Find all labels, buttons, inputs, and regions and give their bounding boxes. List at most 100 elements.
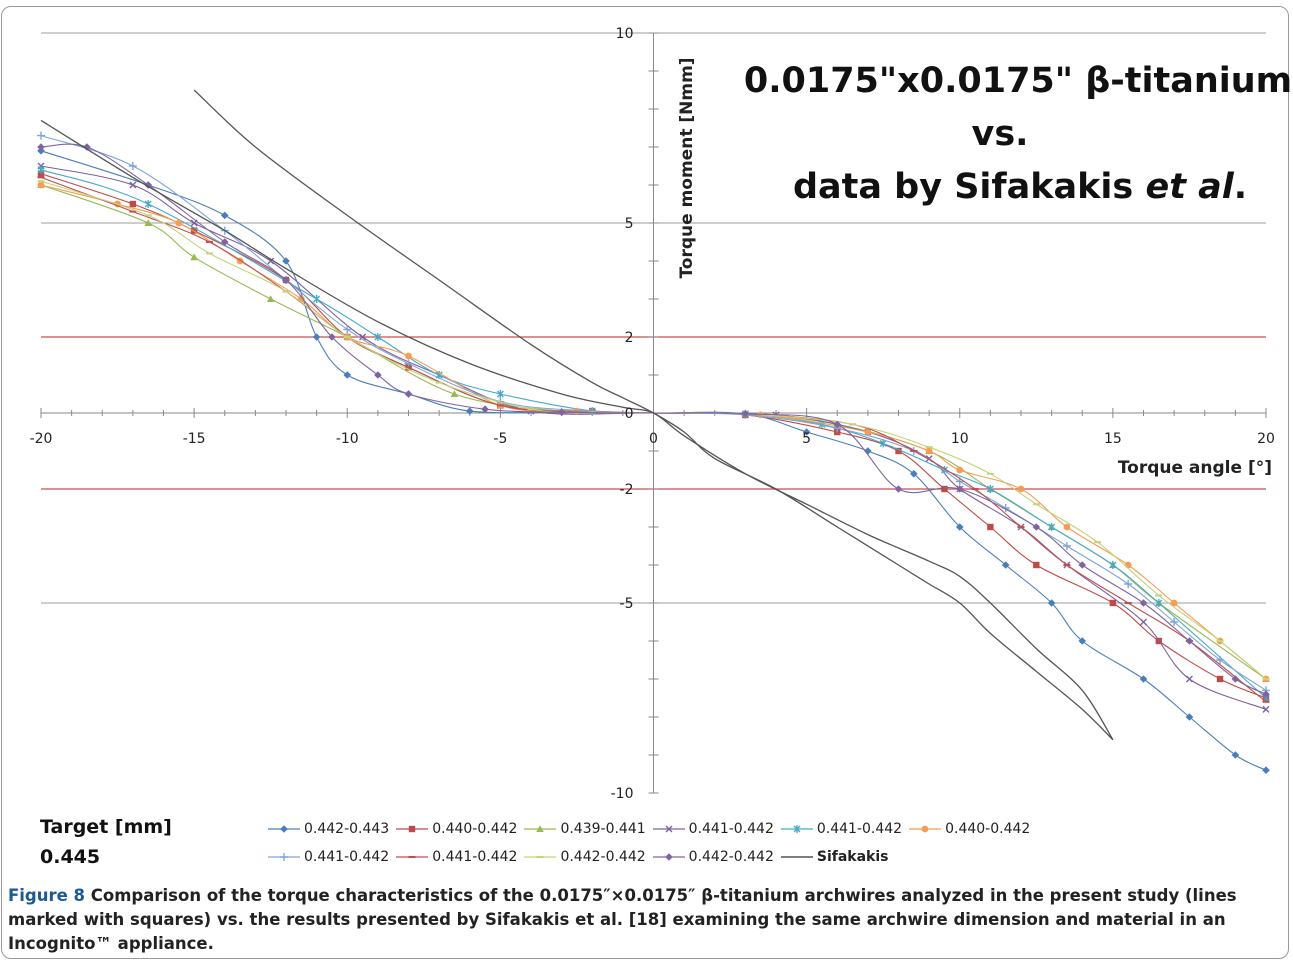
data-point bbox=[664, 853, 673, 861]
y-tick-label: 0 bbox=[625, 406, 634, 422]
legend-label: 0.442-0.443 bbox=[304, 821, 390, 837]
x-tick-label: 15 bbox=[1104, 431, 1122, 447]
data-point bbox=[894, 485, 903, 493]
data-point bbox=[374, 333, 382, 341]
inset-title-line3-pre: data by Sifakakis bbox=[793, 167, 1146, 207]
data-point bbox=[557, 408, 566, 417]
data-point bbox=[1139, 675, 1148, 683]
inset-title-line3: data by Sifakakis et al. bbox=[793, 167, 1247, 207]
data-point bbox=[280, 853, 288, 861]
data-point bbox=[864, 447, 872, 455]
data-point bbox=[282, 257, 290, 265]
data-point bbox=[267, 257, 275, 265]
x-tick-label: -10 bbox=[336, 431, 359, 447]
legend-item: Sifakakis bbox=[780, 846, 889, 868]
legend-item: 0.440-0.442 bbox=[395, 818, 517, 840]
legend-item: 0.439-0.441 bbox=[523, 818, 646, 840]
data-point bbox=[986, 485, 994, 493]
x-tick-label: 0 bbox=[649, 431, 658, 447]
legend-item: 0.441-0.442 bbox=[267, 846, 389, 868]
data-point bbox=[910, 470, 918, 478]
legend-label: 0.442-0.442 bbox=[560, 849, 646, 865]
data-point bbox=[359, 333, 367, 341]
legend-swatch bbox=[268, 853, 300, 861]
figure-caption: Figure 8 Comparison of the torque charac… bbox=[8, 884, 1278, 956]
legend-label: 0.440-0.442 bbox=[432, 821, 518, 837]
figure-frame bbox=[1, 6, 1289, 959]
data-point bbox=[465, 407, 474, 415]
data-point bbox=[496, 390, 504, 398]
data-point bbox=[175, 219, 183, 227]
data-point bbox=[450, 390, 459, 398]
legend-item: 0.442-0.443 bbox=[267, 818, 389, 840]
y-tick-label: -10 bbox=[611, 786, 634, 802]
data-point bbox=[879, 439, 887, 448]
data-point bbox=[128, 162, 137, 170]
y-tick-label: 2 bbox=[625, 330, 634, 346]
data-point bbox=[1109, 599, 1117, 607]
legend-label: 0.439-0.441 bbox=[560, 821, 646, 837]
legend-item: 0.441-0.442 bbox=[652, 818, 774, 840]
target-block: Target [mm] 0.445 bbox=[40, 812, 172, 872]
x-tick-label: 20 bbox=[1257, 431, 1275, 447]
legend-swatch bbox=[652, 825, 685, 833]
data-point bbox=[1216, 656, 1225, 664]
legend-label: 0.440-0.442 bbox=[945, 821, 1031, 837]
inset-title-line1: 0.0175"x0.0175" β-titanium bbox=[744, 61, 1292, 101]
data-point bbox=[343, 371, 352, 379]
legend-item: 0.442-0.442 bbox=[523, 846, 646, 868]
data-point bbox=[802, 428, 811, 436]
data-point bbox=[404, 390, 413, 398]
data-point bbox=[220, 238, 229, 246]
data-point bbox=[741, 409, 750, 418]
legend-label: 0.441-0.442 bbox=[816, 821, 903, 837]
data-point bbox=[1216, 675, 1224, 683]
x-tick-label: 10 bbox=[951, 431, 969, 447]
data-point bbox=[1032, 523, 1041, 531]
legend-swatch bbox=[909, 825, 942, 833]
legend-item: 0.440-0.442 bbox=[908, 818, 1030, 840]
data-point bbox=[374, 371, 382, 379]
data-point bbox=[37, 165, 45, 174]
data-point bbox=[1185, 637, 1194, 645]
data-point bbox=[1231, 675, 1240, 683]
data-point bbox=[1017, 485, 1025, 493]
legend-label: 0.441-0.442 bbox=[304, 849, 390, 865]
data-point bbox=[409, 825, 416, 833]
x-tick-label: -20 bbox=[30, 431, 53, 447]
legend-label: 0.441-0.442 bbox=[432, 849, 518, 865]
x-tick-label: 5 bbox=[802, 431, 811, 447]
series-line bbox=[40, 119, 1114, 741]
x-tick-label: -15 bbox=[183, 431, 206, 447]
legend: 0.442-0.443 0.440-0.442 0.439-0.441 0.441-0… bbox=[267, 818, 1087, 874]
data-point bbox=[793, 825, 801, 833]
data-point bbox=[1109, 561, 1117, 569]
legend-item: 0.441-0.442 bbox=[395, 846, 517, 868]
y-tick-label: 10 bbox=[616, 26, 634, 42]
legend-swatch bbox=[652, 853, 685, 861]
y-axis-label: Torque moment [Nmm] bbox=[677, 57, 697, 278]
data-point bbox=[864, 428, 872, 436]
x-axis-label: Torque angle [°] bbox=[1118, 458, 1272, 478]
data-point bbox=[190, 253, 198, 261]
data-point bbox=[1262, 766, 1270, 774]
data-point bbox=[1170, 618, 1179, 626]
legend-item: 0.441-0.442 bbox=[780, 818, 902, 840]
data-point bbox=[1185, 713, 1194, 721]
data-point bbox=[220, 211, 229, 220]
data-point bbox=[955, 523, 964, 531]
data-point bbox=[282, 276, 290, 284]
data-point bbox=[1262, 705, 1270, 713]
data-point bbox=[895, 447, 902, 455]
data-point bbox=[312, 333, 321, 341]
data-point bbox=[1001, 561, 1010, 569]
data-point bbox=[190, 227, 198, 234]
data-point bbox=[313, 295, 321, 303]
target-value: 0.445 bbox=[40, 846, 101, 868]
figure-caption-text: Comparison of the torque characteristics… bbox=[8, 886, 1237, 953]
data-point bbox=[481, 405, 489, 413]
inset-title-line3-post: . bbox=[1234, 167, 1247, 207]
legend-swatch bbox=[268, 825, 300, 833]
y-tick-label: -5 bbox=[620, 596, 634, 612]
